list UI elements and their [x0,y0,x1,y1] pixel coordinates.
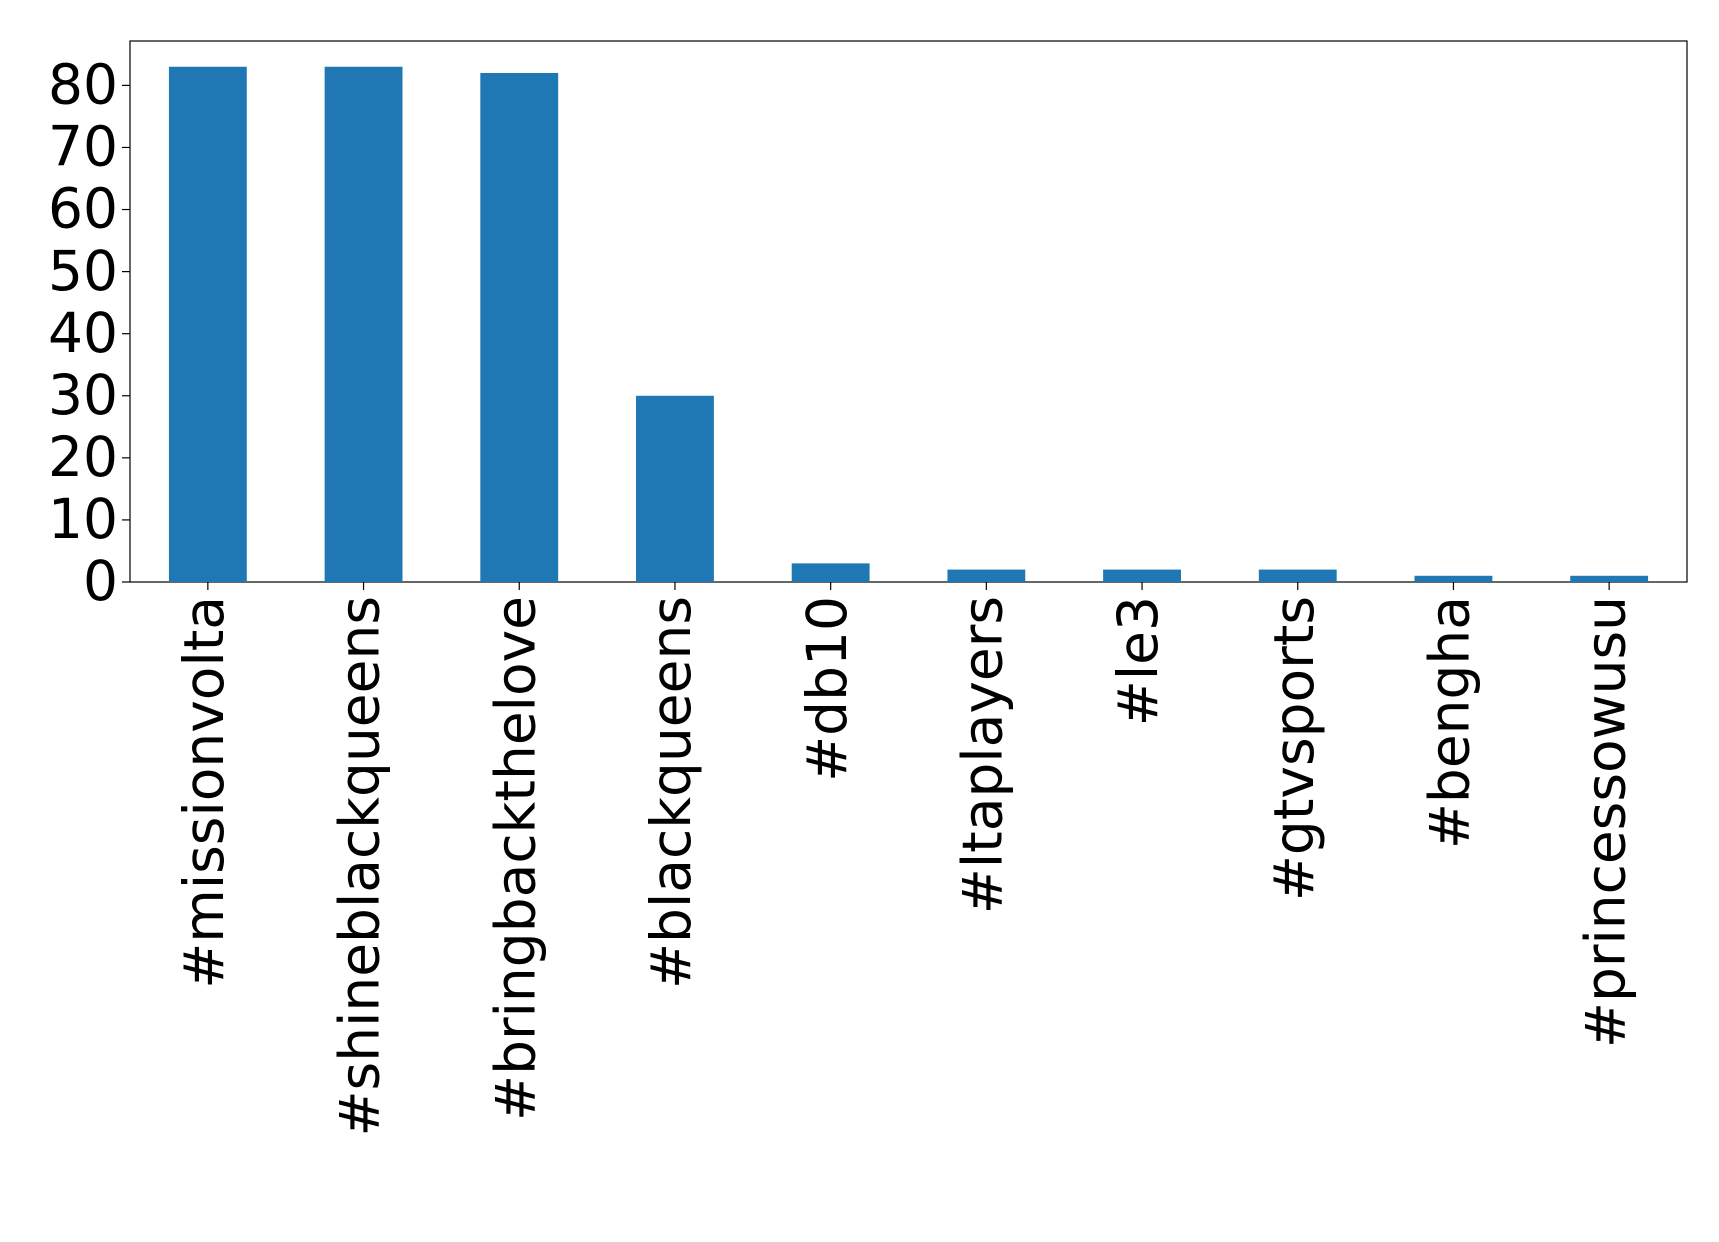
y-tick-label: 20 [48,425,118,489]
x-tick-label: #db10 [795,596,859,782]
y-tick-label: 10 [48,487,118,551]
y-tick-label: 0 [83,549,118,613]
y-tick-label: 60 [48,177,118,241]
bar [1258,569,1337,582]
x-tick-label: #blackqueens [639,596,703,989]
x-tick-label: #gtvsports [1262,596,1326,901]
bar [947,569,1026,582]
x-tick-label: #bengha [1418,596,1482,849]
bar [1103,569,1181,582]
bar [480,72,559,582]
y-tick-label: 70 [48,115,118,179]
bar [1570,575,1649,582]
bar [791,563,870,582]
bar [1414,575,1493,582]
plot-frame [129,40,1688,583]
y-tick-label: 80 [48,53,118,117]
bar [324,66,403,582]
x-tick-label: #missionvolta [172,596,236,989]
x-tick-label: #ltaplayers [950,596,1014,914]
bar [636,395,714,582]
x-tick-label: #bringbackthelove [483,596,547,1121]
x-tick-label: #le3 [1106,596,1170,726]
x-tick-label: #princessowusu [1573,596,1637,1048]
y-tick-label: 50 [48,239,118,303]
bar [168,66,247,582]
y-tick-label: 30 [48,363,118,427]
x-tick-label: #shineblackqueens [328,596,392,1137]
y-tick-label: 40 [48,301,118,365]
